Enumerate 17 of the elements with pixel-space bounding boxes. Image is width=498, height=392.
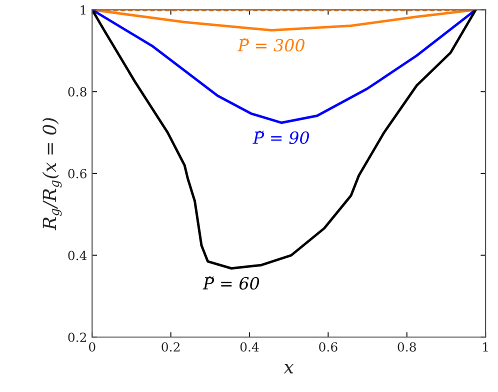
series-label: P̃ = 300 [237,38,304,52]
y-tick-label: 0.8 [68,87,86,97]
x-tick-label: 1 [483,342,488,352]
x-tick-label: 0 [88,342,96,352]
y-tick-label: 1 [80,5,86,15]
series-label: P̃ = 90 [252,130,309,144]
x-axis-title: x [284,364,294,374]
y-axis-title: R$_{g}$/R$_{g}$(x = 0) [42,118,62,230]
x-tick-label: 0.8 [398,342,416,352]
x-tick-label: 0.6 [319,342,338,352]
y-tick-label: 0.6 [68,168,86,178]
y-tick-label: 0.4 [68,250,87,260]
x-tick-label: 0.4 [240,342,259,352]
series-label: P̃ = 60 [202,276,260,290]
line-series [92,10,477,270]
y-tick-label: 0.2 [68,332,86,342]
x-tick-label: 0.2 [162,342,180,352]
